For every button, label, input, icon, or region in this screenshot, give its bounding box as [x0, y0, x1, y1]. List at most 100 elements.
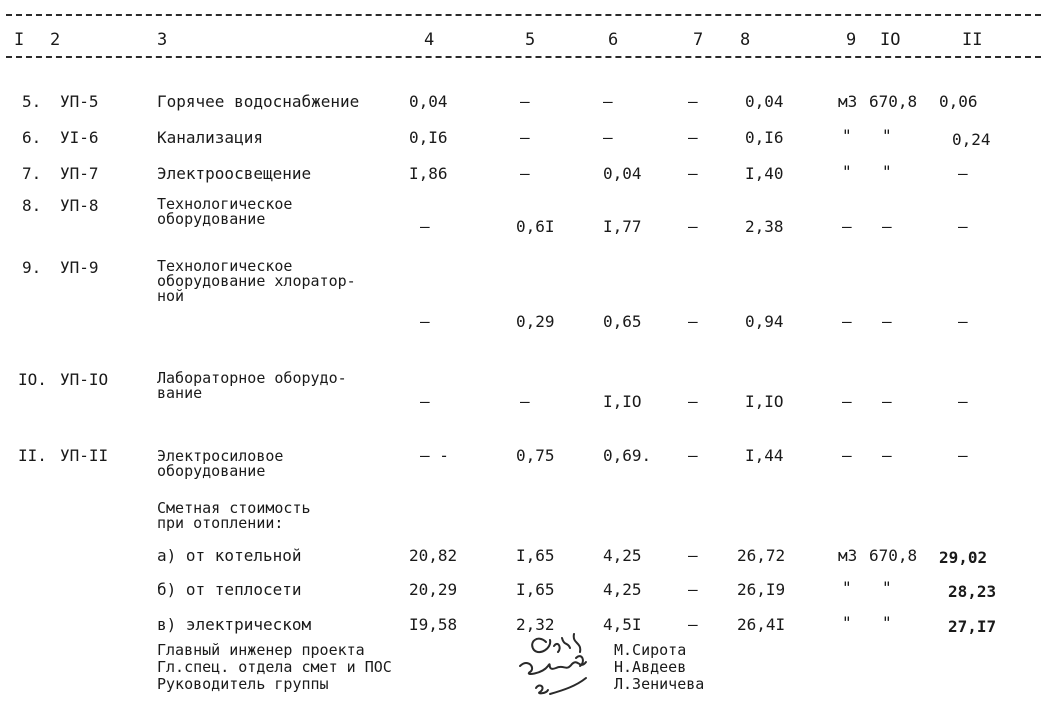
summary-col8: 26,4I — [737, 615, 786, 634]
row-col8: I,44 — [745, 446, 784, 465]
row-col10: 670,8 — [869, 92, 918, 111]
row-col4: – — [420, 217, 430, 236]
summary-col9: мЗ — [838, 546, 858, 565]
row-col11: – — [958, 446, 968, 465]
row-col7: – — [688, 217, 698, 236]
summary-title: Сметная стоимость при отоплении: — [157, 499, 311, 532]
row-col9: " — [842, 126, 852, 145]
row-name: Электроосвещение — [157, 164, 312, 183]
summary-col6: 4,25 — [603, 580, 642, 599]
row-col9: " — [842, 162, 852, 181]
row-number: 5. — [22, 92, 42, 111]
row-col7: – — [688, 392, 698, 411]
row-number: IO. — [18, 370, 47, 389]
row-code: УП-II — [60, 446, 109, 465]
row-col6: 0,69. — [603, 446, 652, 465]
col-header-8: 8 — [740, 30, 751, 50]
row-col11: – — [958, 312, 968, 331]
row-col9: мЗ — [838, 92, 858, 111]
row-col8: 0,I6 — [745, 128, 784, 147]
row-col4: 0,I6 — [409, 128, 448, 147]
row-col4: – - — [420, 446, 449, 465]
row-col6: I,77 — [603, 217, 642, 236]
summary-col10: " — [882, 578, 892, 597]
row-code: УI-6 — [60, 128, 99, 147]
row-number: 8. — [22, 196, 42, 215]
col-header-6: 6 — [608, 30, 619, 50]
row-col9: – — [842, 217, 852, 236]
row-name: Лабораторное оборудо- вание — [157, 369, 347, 402]
signature-name: Н.Авдеев — [614, 658, 687, 676]
row-col6: – — [603, 128, 613, 147]
row-col10: – — [882, 446, 892, 465]
row-col7: – — [688, 92, 698, 111]
row-col7: – — [688, 312, 698, 331]
row-col8: I,40 — [745, 164, 784, 183]
row-col5: – — [520, 128, 530, 147]
row-number: 9. — [22, 258, 42, 277]
row-code: УП-8 — [60, 196, 99, 215]
summary-label: в) электрическом — [157, 615, 312, 634]
row-col9: – — [842, 392, 852, 411]
summary-col6: 4,5I — [603, 615, 642, 634]
row-col11: – — [958, 217, 968, 236]
header-bottom-rule — [6, 56, 1041, 58]
row-col6: – — [603, 92, 613, 111]
row-name: Технологическое оборудование — [157, 195, 293, 228]
col-header-3: 3 — [157, 30, 168, 50]
summary-col7: – — [688, 546, 698, 565]
signature-role: Гл.спец. отдела смет и ПОС — [157, 658, 392, 676]
row-number: 7. — [22, 164, 42, 183]
summary-col4: I9,58 — [409, 615, 458, 634]
row-col11: – — [958, 392, 968, 411]
row-col5: 0,6I — [516, 217, 555, 236]
row-col6: 0,65 — [603, 312, 642, 331]
summary-col11: 28,23 — [948, 582, 997, 601]
row-code: УП-5 — [60, 92, 99, 111]
row-col10: – — [882, 392, 892, 411]
signature-name: Л.Зеничева — [614, 675, 705, 693]
signature-role: Главный инженер проекта — [157, 641, 365, 659]
row-col5: 0,29 — [516, 312, 555, 331]
row-col10: – — [882, 312, 892, 331]
row-col4: 0,04 — [409, 92, 448, 111]
row-col10: " — [882, 162, 892, 181]
summary-col11: 29,02 — [939, 548, 988, 567]
summary-col7: – — [688, 580, 698, 599]
summary-col10: 670,8 — [869, 546, 918, 565]
row-col4: – — [420, 392, 430, 411]
row-col10: " — [882, 126, 892, 145]
row-col9: – — [842, 446, 852, 465]
summary-col5: 2,32 — [516, 615, 555, 634]
col-header-2: 2 — [50, 30, 61, 50]
row-col8: 0,04 — [745, 92, 784, 111]
summary-col4: 20,82 — [409, 546, 458, 565]
row-col11: – — [958, 164, 968, 183]
row-number: 6. — [22, 128, 42, 147]
row-name: Горячее водоснабжение — [157, 92, 360, 111]
row-col5: – — [520, 164, 530, 183]
row-col9: – — [842, 312, 852, 331]
row-col11: 0,06 — [939, 92, 978, 111]
summary-col4: 20,29 — [409, 580, 458, 599]
col-header-1: I — [14, 30, 25, 50]
col-header-11: II — [962, 30, 983, 50]
header-top-rule — [6, 14, 1041, 16]
handwritten-signatures-icon — [519, 633, 587, 695]
col-header-9: 9 — [846, 30, 857, 50]
summary-col8: 26,72 — [737, 546, 786, 565]
row-col8: I,IO — [745, 392, 784, 411]
summary-label: б) от теплосети — [157, 580, 302, 599]
row-col10: – — [882, 217, 892, 236]
row-col7: – — [688, 128, 698, 147]
summary-col10: " — [882, 613, 892, 632]
signature-name: М.Сирота — [614, 641, 687, 659]
row-name: Канализация — [157, 128, 263, 147]
summary-col9: " — [842, 578, 852, 597]
row-col4: – — [420, 312, 430, 331]
summary-col11: 27,I7 — [948, 617, 997, 636]
col-header-10: IO — [880, 30, 901, 50]
row-col6: 0,04 — [603, 164, 642, 183]
summary-col6: 4,25 — [603, 546, 642, 565]
